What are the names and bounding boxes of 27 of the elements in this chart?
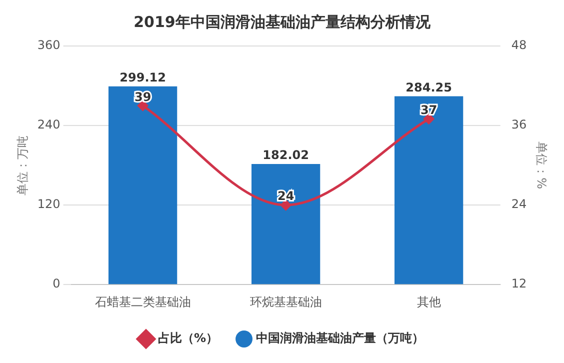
- y2-axis-title: 单位：%: [534, 142, 549, 190]
- data-label: 182.02: [262, 148, 309, 162]
- bar: [251, 164, 320, 284]
- y-tick-label: 120: [37, 197, 60, 212]
- point: [424, 114, 434, 124]
- bar: [108, 86, 178, 284]
- y2-tick-label: 24: [511, 197, 527, 212]
- y-tick-label: 360: [37, 38, 60, 52]
- y2-tick-label: 36: [511, 118, 527, 132]
- y2-tick-label: 48: [511, 38, 527, 52]
- x-tick-label: 环烷基基础油: [250, 294, 322, 309]
- data-label: 39: [134, 90, 152, 104]
- data-label: 37: [420, 103, 438, 118]
- chart-title: 2019年中国润滑油基础油产量结构分析情况: [134, 12, 432, 31]
- data-label: 299.12: [120, 70, 166, 84]
- legend-label: 中国润滑油基础油产量（万吨）: [256, 331, 424, 346]
- x-tick-label: 石蜡基二类基础油: [94, 294, 191, 309]
- y-axis-title: 单位：万吨: [15, 135, 30, 196]
- data-label: 284.25: [406, 80, 452, 94]
- y2-tick-label: 12: [511, 276, 527, 291]
- data-label: 24: [277, 189, 294, 204]
- point: [280, 200, 292, 210]
- y-tick-label: 240: [37, 118, 60, 132]
- legend-label: 占比（%）: [158, 331, 218, 346]
- bar: [394, 96, 464, 284]
- y-tick-label: 0: [52, 276, 60, 291]
- x-tick-label: 其他: [416, 294, 441, 309]
